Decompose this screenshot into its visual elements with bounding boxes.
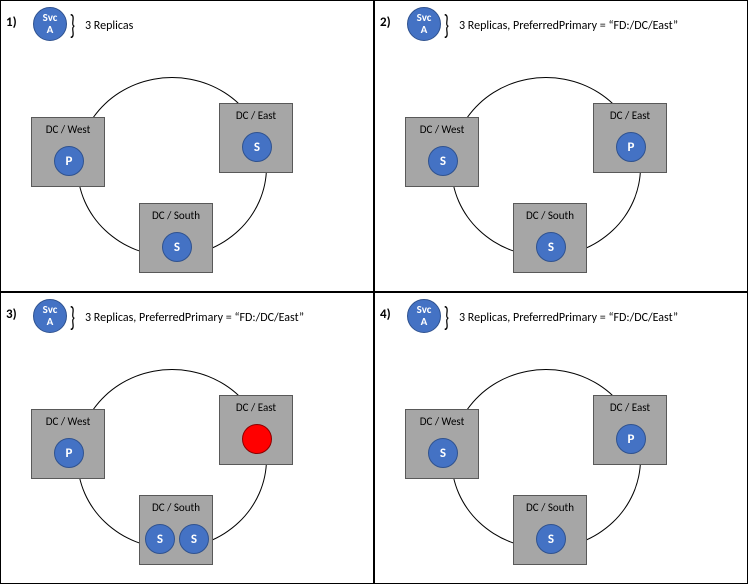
replica-p: P: [54, 438, 84, 468]
panel-2: 2) SvcA} 3 Replicas, PreferredPrimary = “F…: [374, 0, 748, 292]
replica-s: S: [242, 132, 272, 162]
panel-3: 3) SvcA} 3 Replicas, PreferredPrimary = “F…: [0, 292, 374, 584]
panel-number: 3): [6, 307, 17, 322]
dc-label: DC / South: [140, 209, 212, 222]
panel-4: 4) SvcA} 3 Replicas, PreferredPrimary = “F…: [374, 292, 748, 584]
dc-label: DC / West: [32, 415, 104, 428]
dc-box-east: DC / East S: [219, 103, 293, 173]
dc-label: DC / East: [594, 401, 666, 414]
replica-s: S: [428, 146, 458, 176]
replica-p: P: [616, 424, 646, 454]
replica-s: S: [179, 524, 209, 554]
replica-s: S: [145, 524, 175, 554]
panel-number: 1): [6, 15, 17, 30]
panel-caption: 3 Replicas, PreferredPrimary = “FD:/DC/E…: [85, 311, 304, 325]
dc-box-west: DC / West P: [31, 409, 105, 479]
dc-box-west: DC / West P: [31, 117, 105, 187]
replica-s: S: [162, 232, 192, 262]
panel-number: 2): [380, 15, 391, 30]
dc-label: DC / East: [220, 109, 292, 122]
replica-s: S: [428, 438, 458, 468]
dc-label: DC / South: [514, 209, 586, 222]
service-node: SvcA: [33, 7, 67, 41]
panel-caption: 3 Replicas, PreferredPrimary = “FD:/DC/E…: [459, 311, 678, 325]
replica-failed: [242, 424, 272, 454]
brace-icon: }: [70, 11, 75, 39]
panel-caption: 3 Replicas, PreferredPrimary = “FD:/DC/E…: [459, 19, 678, 33]
dc-box-east: DC / East P: [593, 395, 667, 465]
dc-box-south: DC / South SS: [139, 495, 213, 565]
dc-label: DC / West: [406, 123, 478, 136]
dc-label: DC / East: [594, 109, 666, 122]
dc-label: DC / South: [140, 501, 212, 514]
dc-label: DC / West: [406, 415, 478, 428]
replica-s: S: [536, 524, 566, 554]
dc-box-west: DC / West S: [405, 409, 479, 479]
panel-1: 1)SvcA}3 ReplicasDC / WestPDC / EastSDC …: [0, 0, 374, 292]
dc-box-south: DC / South S: [513, 495, 587, 565]
dc-box-east: DC / East P: [593, 103, 667, 173]
dc-label: DC / West: [32, 123, 104, 136]
dc-box-west: DC / West S: [405, 117, 479, 187]
replica-p: P: [616, 132, 646, 162]
dc-box-east: DC / East: [219, 395, 293, 465]
brace-icon: }: [444, 11, 449, 39]
replica-s: S: [536, 232, 566, 262]
service-node: SvcA: [407, 7, 441, 41]
replica-p: P: [54, 146, 84, 176]
brace-icon: }: [70, 303, 75, 331]
dc-box-south: DC / South S: [513, 203, 587, 273]
dc-label: DC / East: [220, 401, 292, 414]
panel-number: 4): [380, 307, 391, 322]
service-node: SvcA: [33, 299, 67, 333]
diagram-grid: 1)SvcA}3 ReplicasDC / WestPDC / EastSDC …: [0, 0, 748, 584]
dc-label: DC / South: [514, 501, 586, 514]
panel-caption: 3 Replicas: [85, 19, 133, 33]
service-node: SvcA: [407, 299, 441, 333]
dc-box-south: DC / South S: [139, 203, 213, 273]
brace-icon: }: [444, 303, 449, 331]
